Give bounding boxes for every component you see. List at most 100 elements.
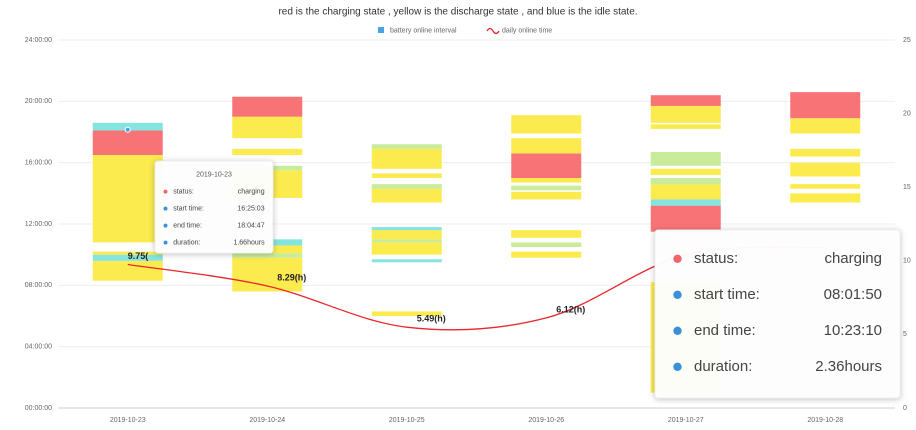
interval-bar [511,153,582,178]
interval-bar [232,116,303,139]
tooltip-dot [673,326,682,335]
interval-bar [371,311,442,316]
interval-bar [371,188,442,203]
interval-bar [511,251,582,258]
tooltip-value: 2.36hours [815,358,882,375]
tooltip-value: 10:23:10 [824,322,882,339]
tooltip: 2019-10-23 status: charging start time: 16:2… [154,160,274,254]
interval-bar [650,168,721,175]
value-label: 9.75( [128,251,149,261]
tooltip-dot [163,240,168,245]
tooltip-box [154,160,274,254]
tooltip-dot [673,254,682,263]
tooltip-dot [163,206,168,211]
tooltip-key: end time: [173,222,202,229]
y-tick-label: 12:00:00 [25,221,52,228]
interval-bar [371,144,442,149]
y2-tick-label: 0 [903,405,907,412]
interval-bar [92,122,163,131]
tooltip-box [654,229,901,399]
interval-bar [650,184,721,200]
interval-bar [790,118,861,134]
interval-bar [790,92,861,119]
interval-bar [790,184,861,189]
interval-bar [650,205,721,232]
interval-bar [650,178,721,185]
tooltip-value: 1.66hours [233,239,265,246]
interval-bar [92,155,163,243]
y-tick-label: 20:00:00 [25,98,52,105]
legend-swatch [486,27,500,35]
y2-tick-label: 25 [903,37,911,44]
interval-bar [650,105,721,123]
tooltip: status: charging start time: 08:01:50 end ti… [654,229,901,399]
interval-bar [511,185,582,191]
x-tick-label: 2019-10-23 [110,417,146,424]
legend-label: battery online interval [390,27,457,34]
interval-bar [92,254,163,261]
interval-bar [232,148,303,155]
tooltip-key: start time: [173,205,204,212]
y-tick-label: 00:00:00 [25,405,52,412]
interval-bar [511,191,582,200]
interval-bar [371,184,442,189]
interval-bar [511,138,582,154]
interval-bar [371,239,442,243]
tooltip-value: charging [824,250,882,267]
tooltip-value: 18:04:47 [237,222,264,229]
y-tick-label: 08:00:00 [25,282,52,289]
value-label: 6.12(h) [556,304,585,314]
hover-dot [124,126,131,133]
interval-bar [92,130,163,155]
x-tick-label: 2019-10-27 [668,417,704,424]
interval-bar [232,253,303,258]
tooltip-key: status: [173,188,194,195]
y-tick-label: 16:00:00 [25,160,52,167]
y-tick-label: 04:00:00 [25,344,52,351]
interval-bar [511,242,582,247]
interval-bar [650,151,721,166]
x-tick-label: 2019-10-25 [389,417,425,424]
interval-bar [650,199,721,206]
tooltip-dot [163,189,168,194]
tooltip-dot [673,362,682,371]
tooltip-key: status: [694,250,738,267]
interval-bar [371,173,442,178]
x-tick-label: 2019-10-28 [807,417,843,424]
interval-bar [650,124,721,129]
tooltip-value: charging [238,188,265,195]
interval-bar [371,259,442,263]
tooltip-dot [673,290,682,299]
tooltip-value: 08:01:50 [824,286,882,303]
tooltip-key: duration: [694,358,752,375]
legend-label: daily online time [502,27,552,34]
y2-tick-label: 15 [903,184,911,191]
interval-bar [371,148,442,169]
interval-bar [790,148,861,157]
tooltip-value: 16:25:03 [237,205,264,212]
y-tick-label: 24:00:00 [25,37,52,44]
value-label: 8.29(h) [277,272,306,282]
tooltip-dot [163,223,168,228]
tooltip-title: 2019-10-23 [196,171,232,178]
chart-title: red is the charging state , yellow is th… [278,7,637,18]
interval-bar [371,227,442,231]
interval-bar [371,230,442,240]
legend-swatch [378,27,384,33]
tooltip-key: start time: [694,286,760,303]
value-label: 5.49(h) [417,314,446,324]
interval-bar [790,193,861,203]
interval-bar [511,178,582,183]
y2-tick-label: 5 [903,331,907,338]
tooltip-key: end time: [694,322,756,339]
interval-bar [92,251,163,255]
interval-bar [92,260,163,281]
interval-bar [511,230,582,238]
interval-bar [371,242,442,255]
y2-tick-label: 10 [903,258,911,265]
interval-bar [511,115,582,134]
interval-bar [232,96,303,117]
interval-bar [790,162,861,177]
x-tick-label: 2019-10-24 [249,417,285,424]
